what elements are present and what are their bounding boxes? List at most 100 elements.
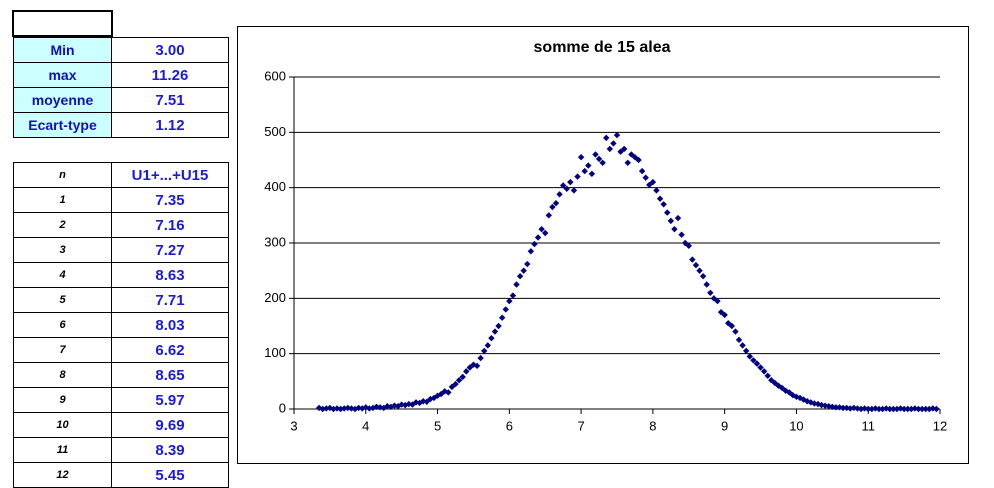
point (534, 234, 542, 241)
point (703, 281, 710, 288)
point (656, 195, 664, 202)
point (606, 145, 614, 153)
point (574, 173, 581, 180)
point (642, 174, 649, 181)
point (904, 405, 911, 413)
cell[interactable]: 7 (13, 337, 112, 363)
point (918, 405, 926, 413)
point (495, 322, 502, 330)
point (452, 380, 459, 388)
point (653, 187, 660, 194)
point (908, 405, 915, 413)
point (542, 229, 549, 237)
x-tick-label: 11 (861, 418, 875, 433)
cell[interactable]: moyenne (13, 87, 112, 113)
chart-title: somme de 15 alea (534, 39, 671, 56)
point (513, 281, 520, 288)
point (717, 308, 725, 316)
x-tick-label: 12 (933, 418, 947, 433)
point (789, 391, 797, 399)
point (477, 354, 484, 362)
point (685, 242, 692, 249)
point (603, 134, 610, 142)
chart-frame (237, 26, 969, 464)
point (538, 225, 545, 233)
point (681, 239, 689, 247)
point (491, 328, 499, 335)
point (445, 389, 452, 396)
point (735, 336, 743, 344)
point (746, 353, 753, 360)
point (635, 156, 642, 164)
point (664, 209, 671, 216)
point (707, 289, 714, 296)
x-tick-label: 7 (577, 418, 584, 433)
cell[interactable]: 5 (13, 287, 112, 313)
point (764, 372, 771, 379)
y-tick-label: 300 (264, 234, 286, 249)
table-row: 10 9.69 (13, 412, 229, 438)
point (696, 267, 703, 274)
cell[interactable]: Ecart-type (13, 112, 112, 138)
point (559, 182, 567, 189)
point (638, 167, 646, 175)
point (890, 405, 897, 413)
cell[interactable]: 8.65 (111, 362, 229, 388)
point (549, 203, 556, 211)
point (678, 231, 685, 238)
point (786, 389, 793, 396)
point (484, 342, 491, 349)
cell[interactable]: 11 (13, 437, 112, 463)
point (875, 405, 883, 413)
point (595, 155, 603, 163)
table-row: 7 6.62 (13, 337, 229, 363)
table-row: 9 5.97 (13, 387, 229, 413)
point (743, 347, 750, 355)
cell[interactable]: 7.27 (111, 237, 229, 263)
point (516, 273, 524, 280)
selected-cell[interactable] (12, 10, 113, 37)
point (739, 342, 746, 349)
point (692, 261, 700, 269)
cell[interactable]: 6.62 (111, 337, 229, 363)
x-tick-label: 6 (506, 418, 513, 433)
cell[interactable]: 6 (13, 312, 112, 338)
point (473, 362, 481, 370)
cell[interactable]: U1+...+U15 (111, 162, 229, 188)
point (671, 225, 678, 233)
point (455, 377, 463, 384)
point (502, 306, 509, 313)
y-tick-label: 0 (279, 400, 286, 415)
cell[interactable]: n (13, 162, 112, 188)
cell[interactable]: 1.12 (111, 112, 229, 138)
point (825, 403, 832, 410)
x-tick-label: 8 (649, 418, 656, 433)
point (570, 187, 578, 194)
point (646, 181, 653, 189)
point (714, 297, 721, 305)
point (459, 373, 466, 381)
point (732, 328, 739, 335)
point (782, 387, 789, 394)
cell[interactable]: 3 (13, 237, 112, 263)
cell[interactable]: 9.69 (111, 412, 229, 438)
point (865, 405, 872, 413)
point (552, 199, 560, 207)
table-row: 3 7.27 (13, 237, 229, 263)
y-tick-label: 100 (264, 345, 286, 360)
point (481, 347, 488, 355)
cell[interactable]: max (13, 62, 112, 88)
point (757, 364, 764, 371)
cell[interactable]: 5.97 (111, 387, 229, 413)
point (488, 334, 495, 342)
point (617, 148, 624, 155)
point (728, 322, 736, 330)
table-row: Ecart-type 1.12 (13, 112, 229, 138)
cell[interactable]: 8.03 (111, 312, 229, 338)
point (807, 399, 814, 406)
point (915, 405, 922, 413)
cell[interactable]: 7.35 (111, 187, 229, 213)
cell[interactable]: 4 (13, 262, 112, 288)
table-row: 5 7.71 (13, 287, 229, 313)
